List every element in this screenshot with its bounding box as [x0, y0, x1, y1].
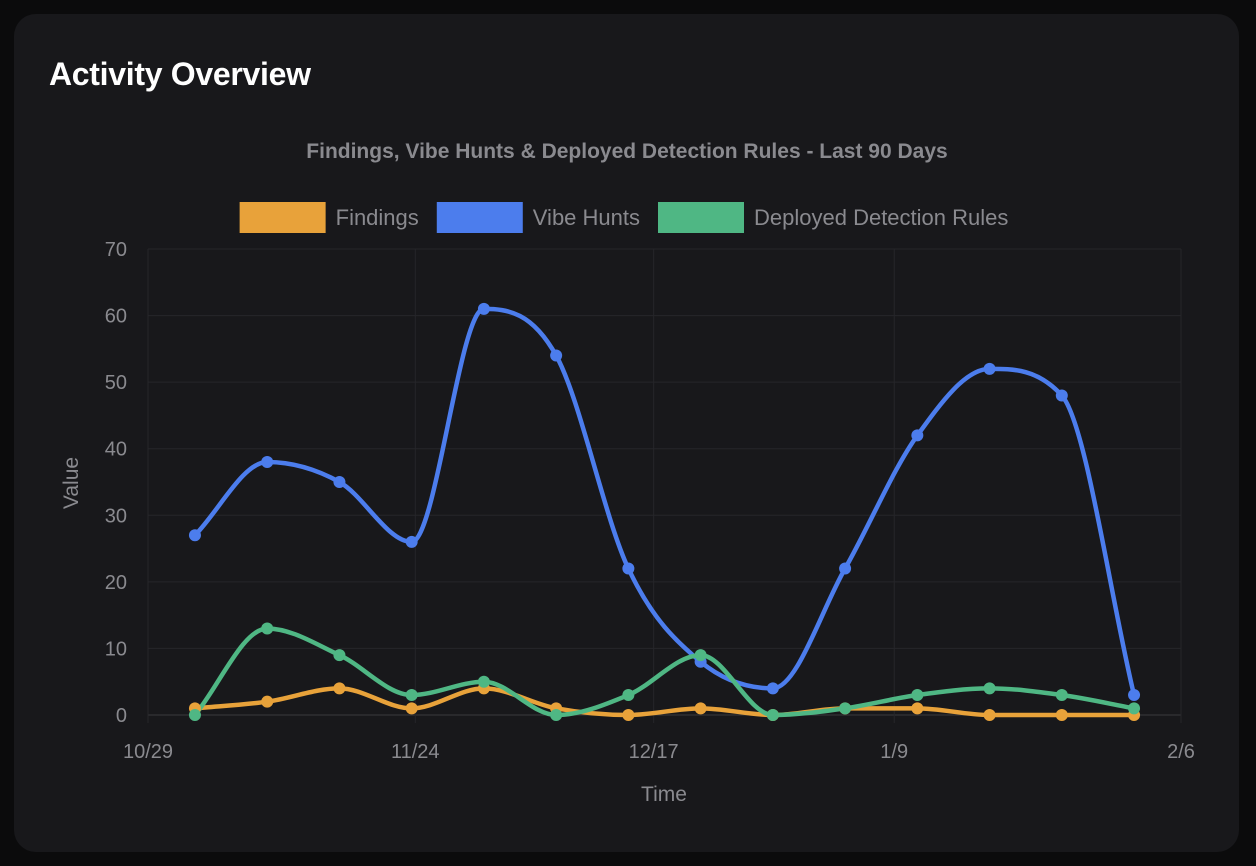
data-point	[694, 702, 707, 715]
data-point	[261, 456, 274, 469]
data-point	[694, 649, 707, 662]
x-axis-label: Time	[641, 783, 687, 806]
x-tick-label: 1/9	[880, 741, 908, 763]
y-tick-label: 60	[105, 306, 127, 328]
legend-label: Vibe Hunts	[533, 205, 640, 230]
y-tick-label: 10	[105, 638, 127, 660]
x-tick-label: 11/24	[391, 741, 440, 763]
data-point	[1128, 702, 1141, 715]
data-point	[983, 362, 996, 375]
legend-swatch	[658, 202, 744, 233]
y-tick-label: 20	[105, 572, 127, 594]
y-tick-label: 70	[105, 239, 127, 261]
data-point	[333, 682, 346, 695]
chart-grid	[147, 248, 1182, 723]
data-point	[1055, 689, 1068, 702]
data-point	[333, 649, 346, 662]
data-point	[1055, 709, 1068, 721]
data-point	[766, 709, 779, 721]
y-tick-label: 50	[105, 372, 127, 394]
data-point	[766, 682, 779, 695]
data-point	[622, 689, 635, 702]
chart-legend: Findings Vibe Hunts Deployed Detection Rul…	[239, 202, 1008, 233]
legend-label: Findings	[336, 205, 419, 230]
data-point	[405, 535, 418, 548]
chart-points	[188, 302, 1141, 721]
data-point	[1055, 389, 1068, 402]
card-title: Activity Overview	[49, 56, 311, 92]
legend-label: Deployed Detection Rules	[754, 205, 1008, 230]
data-point	[983, 709, 996, 721]
data-point	[405, 702, 418, 715]
data-point	[911, 429, 924, 442]
y-tick-label: 40	[105, 439, 127, 461]
chart-title: Findings, Vibe Hunts & Deployed Detectio…	[306, 140, 947, 163]
data-point	[261, 695, 274, 708]
data-point	[622, 562, 635, 575]
series-line-0	[192, 686, 1137, 718]
y-axis-label: Value	[60, 457, 83, 509]
data-point	[622, 709, 635, 721]
x-tick-label: 2/6	[1167, 741, 1195, 763]
data-point	[911, 702, 924, 715]
data-point	[550, 349, 563, 362]
data-point	[261, 622, 274, 635]
data-point	[983, 682, 996, 695]
data-point	[839, 562, 852, 575]
y-tick-label: 0	[116, 705, 127, 727]
legend-swatch	[239, 202, 326, 233]
x-tick-label: 10/29	[123, 741, 173, 763]
data-point	[477, 675, 490, 688]
data-point	[405, 689, 418, 702]
data-point	[550, 709, 563, 721]
chart-axes: 0 10 20 30 40 50 60 70 10/29 11/24 12/17 1/9 2/6	[105, 239, 1195, 763]
series-line-2	[192, 626, 1137, 718]
legend-swatch	[436, 202, 523, 233]
y-tick-label: 30	[105, 505, 127, 527]
data-point	[911, 689, 924, 702]
data-point	[1128, 689, 1141, 702]
data-point	[839, 702, 852, 715]
x-tick-label: 12/17	[629, 741, 679, 763]
data-point	[333, 476, 346, 488]
data-point	[477, 302, 490, 315]
data-point	[188, 529, 201, 542]
data-point	[188, 709, 201, 721]
